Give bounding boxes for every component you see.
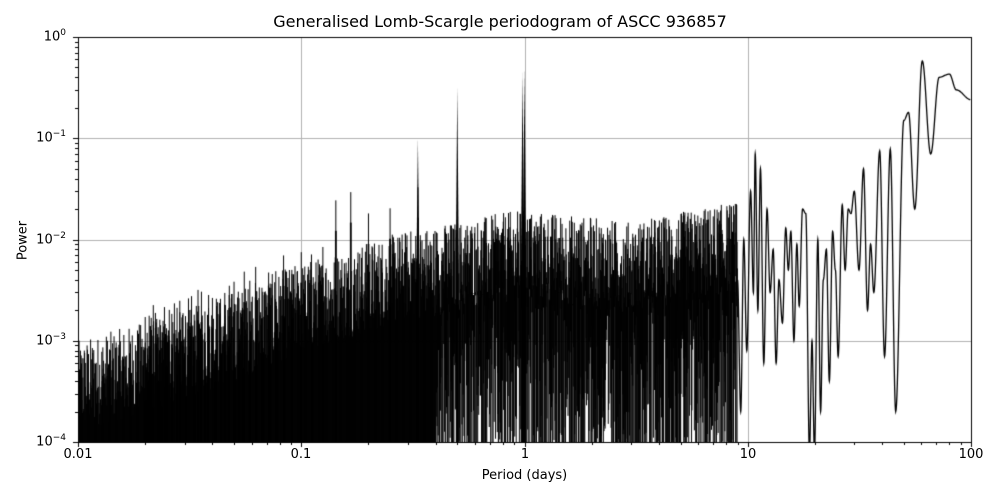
x-tick-label: 100 bbox=[958, 447, 984, 462]
y-tick-label: 10−2 bbox=[36, 231, 66, 248]
y-tick-label: 10−4 bbox=[36, 433, 66, 450]
x-tick-label: 1 bbox=[520, 447, 530, 462]
x-tick-label: 0.01 bbox=[63, 447, 93, 462]
y-tick-label: 100 bbox=[43, 28, 66, 45]
x-tick-label: 0.1 bbox=[290, 447, 312, 462]
y-tick-label: 10−3 bbox=[36, 332, 66, 349]
x-tick-label: 10 bbox=[739, 447, 757, 462]
y-axis-label: Power bbox=[15, 220, 31, 261]
x-axis-label: Period (days) bbox=[481, 468, 568, 483]
y-tick-label: 10−1 bbox=[36, 129, 66, 146]
chart-title: Generalised Lomb-Scargle periodogram of … bbox=[273, 12, 727, 31]
